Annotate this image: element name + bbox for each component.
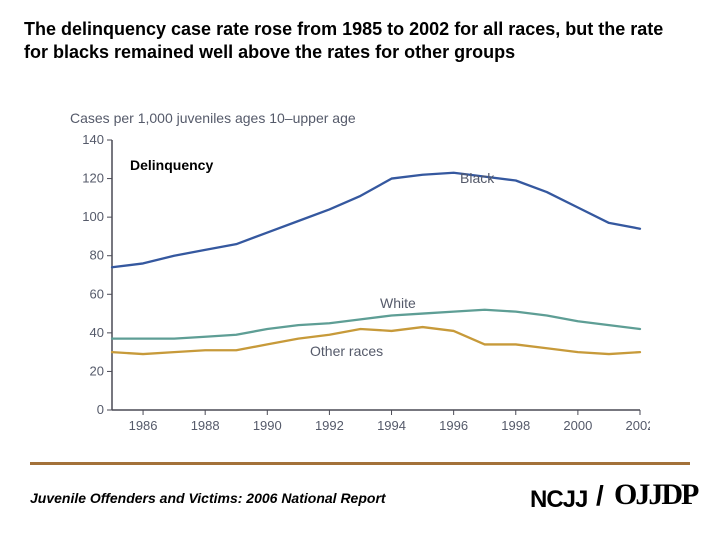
y-axis-label: Cases per 1,000 juveniles ages 10–upper … (70, 110, 356, 126)
svg-text:1992: 1992 (315, 418, 344, 433)
page-title: The delinquency case rate rose from 1985… (24, 18, 684, 63)
footer-source: Juvenile Offenders and Victims: 2006 Nat… (30, 490, 386, 506)
svg-text:2002: 2002 (626, 418, 650, 433)
svg-text:40: 40 (90, 325, 104, 340)
series-label-black: Black (460, 170, 494, 186)
logo-ncjj: NCJJ (530, 486, 587, 514)
svg-text:1994: 1994 (377, 418, 406, 433)
svg-text:80: 80 (90, 248, 104, 263)
logo-ojjdp: OJJDP (614, 478, 697, 512)
delinquency-chart: 0 20 40 60 80 100 120 140 1986 1988 1990 1992 1994 19… (70, 130, 650, 440)
svg-text:100: 100 (82, 209, 104, 224)
svg-text:120: 120 (82, 171, 104, 186)
svg-text:1990: 1990 (253, 418, 282, 433)
svg-text:60: 60 (90, 286, 104, 301)
series-label-other: Other races (310, 343, 383, 359)
series-label-white: White (380, 295, 416, 311)
logo-slash: / (596, 480, 604, 512)
svg-text:1998: 1998 (501, 418, 530, 433)
svg-text:1988: 1988 (191, 418, 220, 433)
svg-text:140: 140 (82, 132, 104, 147)
chart-series-title: Delinquency (130, 157, 213, 173)
svg-text:20: 20 (90, 363, 104, 378)
svg-text:1986: 1986 (129, 418, 158, 433)
svg-text:1996: 1996 (439, 418, 468, 433)
svg-text:0: 0 (97, 402, 104, 417)
footer-divider (30, 462, 690, 465)
svg-text:2000: 2000 (563, 418, 592, 433)
